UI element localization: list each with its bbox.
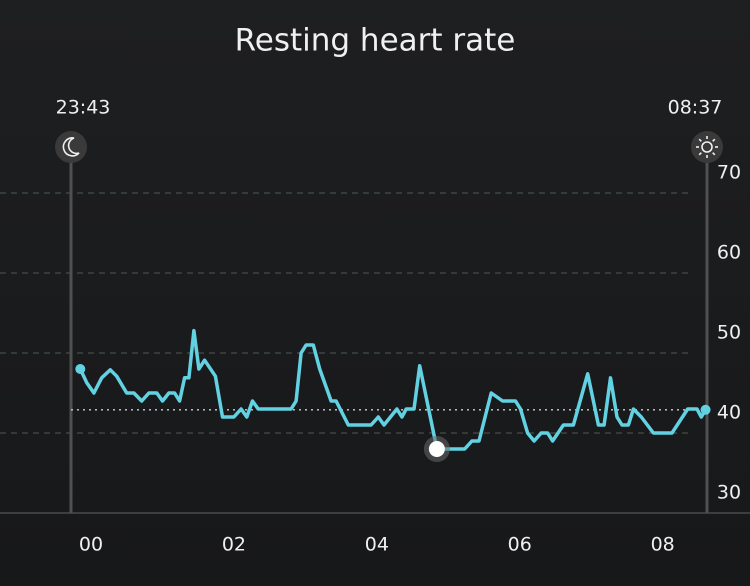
y-tick-label: 60: [717, 242, 741, 264]
x-tick-label: 08: [651, 534, 675, 556]
start-time: 23:43: [56, 97, 111, 119]
y-tick-label: 30: [717, 482, 741, 504]
x-tick-label: 04: [365, 534, 389, 556]
end-time: 08:37: [668, 97, 723, 119]
x-tick-label: 02: [222, 534, 246, 556]
end-point: [700, 404, 711, 415]
sun-icon: [691, 131, 723, 163]
x-tick-label: 00: [79, 534, 103, 556]
min-point: [428, 441, 445, 457]
chart-title: Resting heart rate: [235, 23, 516, 59]
moon-icon: [55, 131, 87, 163]
x-tick-label: 06: [508, 534, 532, 556]
y-tick-label: 70: [717, 162, 741, 184]
heart-rate-line: [78, 328, 708, 451]
y-tick-label: 40: [717, 402, 741, 424]
start-point: [75, 364, 86, 374]
y-tick-label: 50: [717, 322, 741, 344]
